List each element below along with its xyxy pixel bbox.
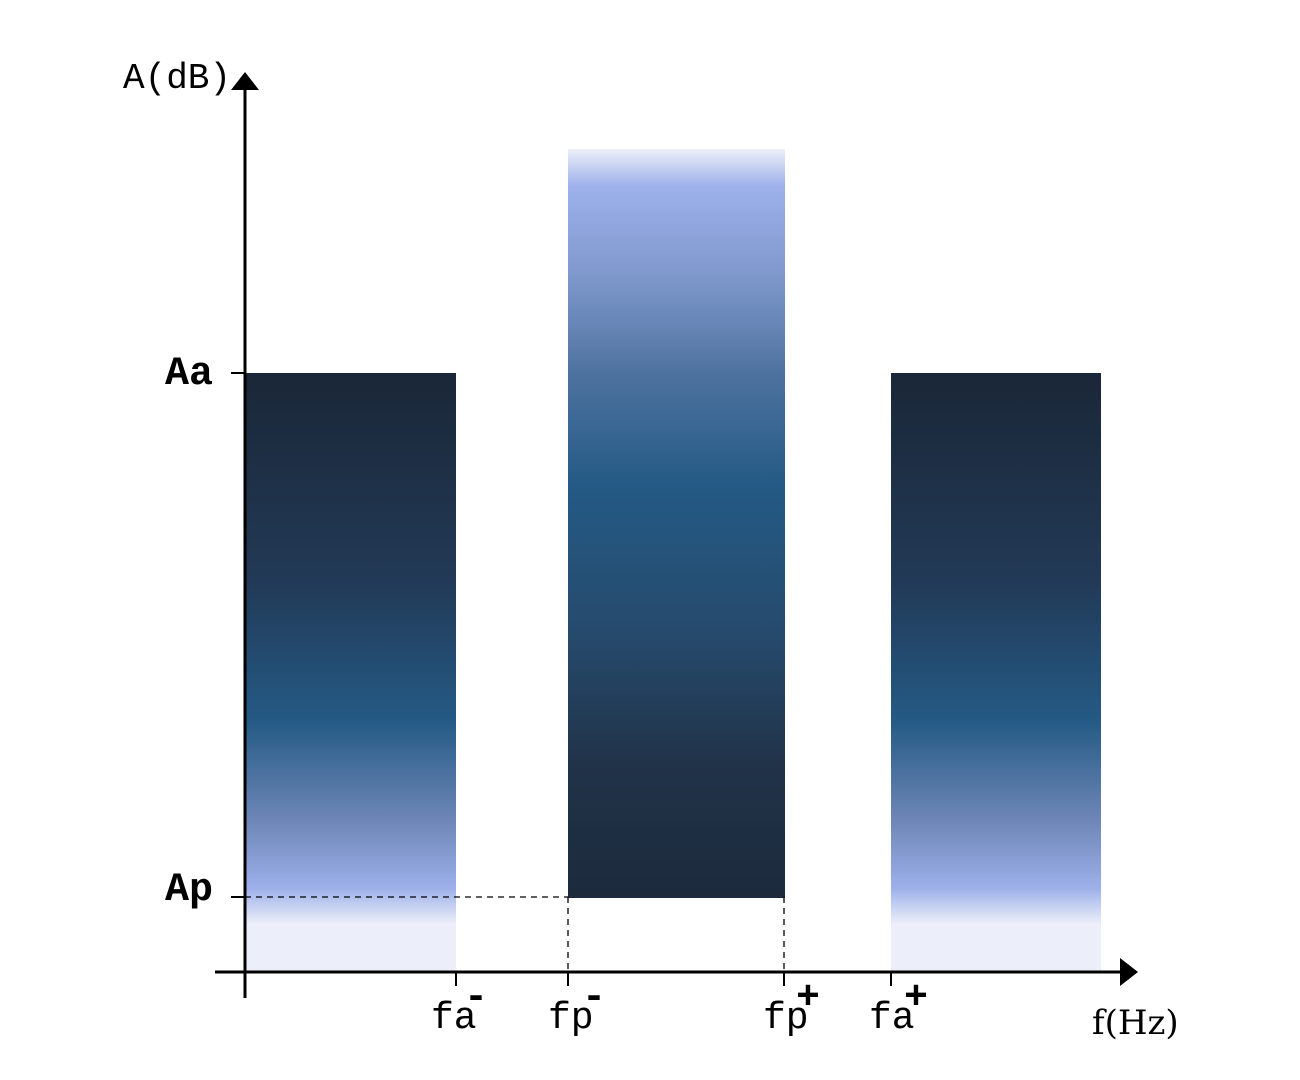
dashed-guides xyxy=(245,896,785,972)
left-stopband-region xyxy=(245,373,456,972)
svg-text:-: - xyxy=(464,976,488,1021)
svg-text:fp: fp xyxy=(763,997,809,1040)
fp-minus-label: fp - xyxy=(548,976,606,1040)
fp-plus-label: fp + xyxy=(763,976,820,1040)
fa-minus-label: fa - xyxy=(431,976,488,1040)
y-axis-label: A(dB) xyxy=(123,58,231,99)
passband-region xyxy=(568,149,785,898)
svg-text:+: + xyxy=(904,976,928,1021)
y-axis-arrow-icon xyxy=(231,72,259,90)
svg-text:fa: fa xyxy=(431,997,477,1040)
x-axis-arrow-icon xyxy=(1120,958,1138,986)
right-stopband-region xyxy=(891,373,1101,972)
x-axis-label: f(Hz) xyxy=(1092,1003,1179,1043)
x-axis xyxy=(215,958,1138,986)
svg-text:+: + xyxy=(796,976,820,1021)
aa-level-label: Aa xyxy=(165,352,213,397)
svg-text:fp: fp xyxy=(548,997,594,1040)
y-axis xyxy=(231,72,259,998)
fa-plus-label: fa + xyxy=(869,976,928,1040)
svg-text:fa: fa xyxy=(869,997,915,1040)
svg-text:-: - xyxy=(582,976,606,1021)
ap-level-label: Ap xyxy=(165,868,213,913)
